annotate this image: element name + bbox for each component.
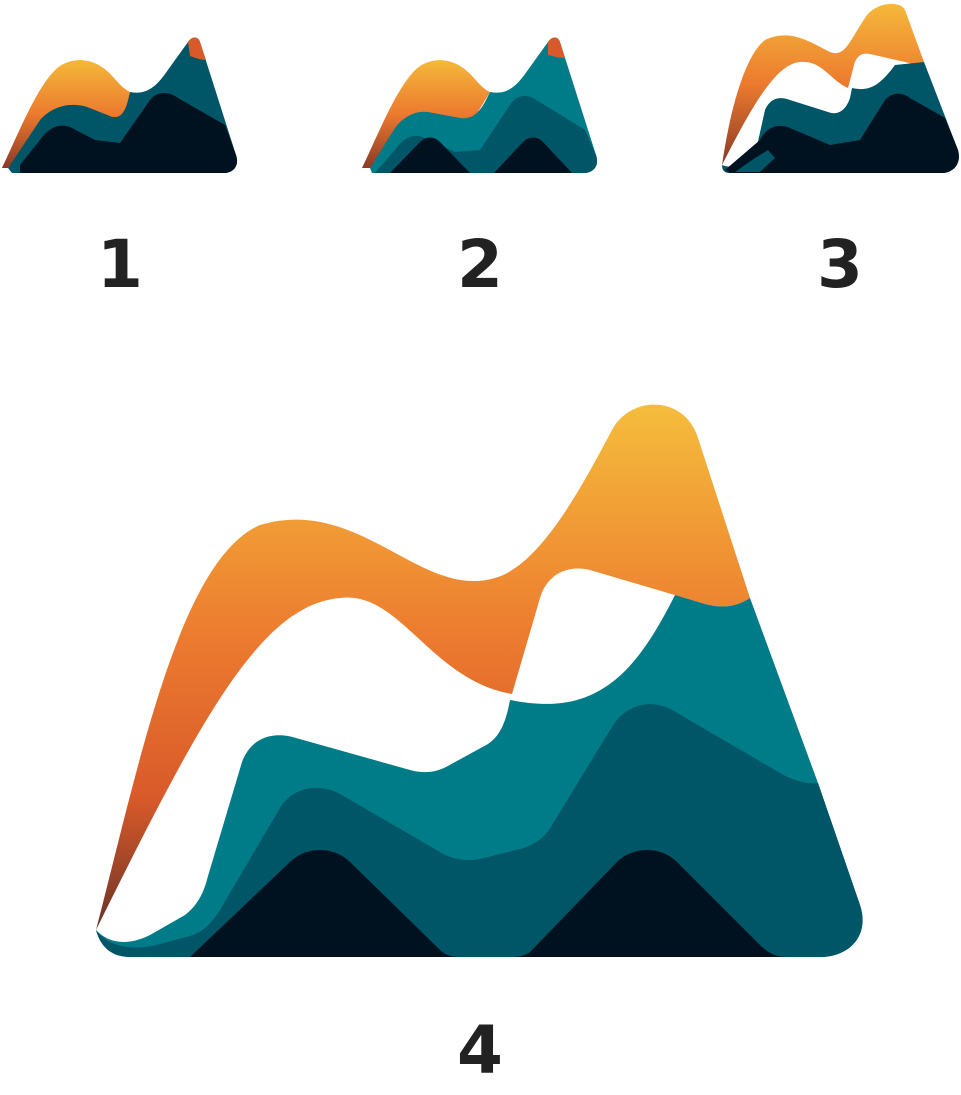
variant-number-1: 1 <box>97 226 143 303</box>
logo-mark-icon <box>358 30 601 175</box>
logo-mark-icon <box>718 0 961 175</box>
logo-mark-icon <box>90 400 870 960</box>
variant-number-2: 2 <box>457 226 503 303</box>
logo-variant-3 <box>718 0 961 175</box>
logo-variant-2 <box>358 30 601 175</box>
variant-number-3: 3 <box>817 226 863 303</box>
logo-mark-icon <box>0 30 243 175</box>
logo-variant-4 <box>90 400 870 960</box>
variant-number-4: 4 <box>457 1012 503 1089</box>
logo-variant-1 <box>0 30 243 175</box>
